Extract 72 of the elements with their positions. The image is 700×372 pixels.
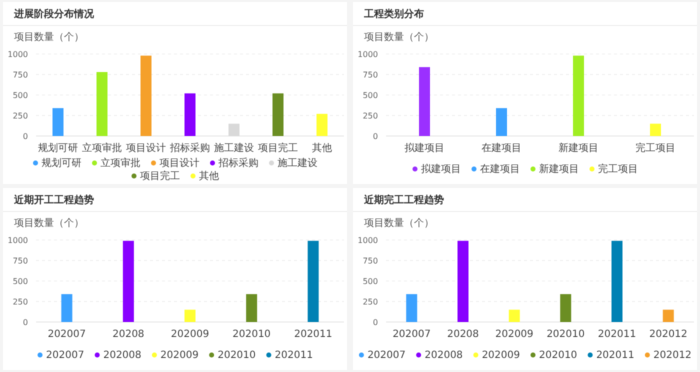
x-tick-label: 20208 <box>447 329 479 340</box>
y-tick-label: 750 <box>362 70 378 80</box>
chart-title: 进展阶段分布情况 <box>13 8 95 20</box>
legend-label: 202012 <box>653 350 692 361</box>
y-tick-label: 250 <box>362 298 378 306</box>
x-tick-label: 其他 <box>312 142 332 154</box>
y-tick-label: 0 <box>372 318 378 327</box>
legend-label: 202008 <box>424 350 463 361</box>
x-tick-label: 施工建设 <box>214 142 254 154</box>
x-tick-label: 202009 <box>170 329 210 340</box>
x-tick-label: 202011 <box>294 329 332 340</box>
y-axis-title: 项目数量（个） <box>14 217 84 229</box>
legend-label: 项目设计 <box>160 157 200 169</box>
legend-label: 在建项目 <box>480 163 520 175</box>
x-tick-label: 拟建项目 <box>404 142 444 154</box>
y-tick-label: 750 <box>362 256 378 266</box>
legend-label: 202010 <box>539 350 578 361</box>
y-axis-title: 项目数量（个） <box>364 217 434 229</box>
legend-label: 拟建项目 <box>421 163 461 175</box>
legend-label: 招标采购 <box>218 157 258 169</box>
legend-label: 立项审批 <box>100 157 140 169</box>
legend-label: 新建项目 <box>539 163 579 175</box>
y-tick-label: 250 <box>12 298 28 306</box>
legend-label: 202010 <box>218 350 256 361</box>
x-tick-label: 202011 <box>598 329 636 340</box>
y-tick-label: 0 <box>22 132 28 141</box>
chart-title: 近期开工工程趋势 <box>13 194 94 206</box>
legend-label: 202011 <box>274 350 313 361</box>
x-tick-label: 202007 <box>48 329 86 340</box>
y-tick-label: 1000 <box>8 236 28 245</box>
y-axis-title: 项目数量（个） <box>14 31 84 43</box>
x-tick-label: 项目设计 <box>126 142 166 154</box>
legend-label: 202009 <box>160 350 199 361</box>
x-tick-label: 规划可研 <box>38 142 78 154</box>
y-tick-label: 500 <box>362 277 378 286</box>
legend-label: 施工建设 <box>278 157 318 169</box>
y-tick-label: 250 <box>12 112 28 120</box>
legend-label: 其他 <box>199 170 219 182</box>
legend-label: 202011 <box>596 350 634 361</box>
y-tick-label: 500 <box>362 91 378 100</box>
legend-label: 项目完工 <box>140 170 180 182</box>
x-tick-label: 招标采购 <box>169 142 210 154</box>
y-tick-label: 1000 <box>358 236 378 245</box>
x-tick-label: 立项审批 <box>82 142 122 154</box>
y-tick-label: 750 <box>12 256 28 266</box>
legend-label: 完工项目 <box>598 163 638 175</box>
chart-title: 近期完工工程趋势 <box>363 194 444 206</box>
legend-label: 202008 <box>103 350 142 361</box>
x-tick-label: 20208 <box>112 329 144 340</box>
x-tick-label: 完工项目 <box>636 142 676 154</box>
x-tick-label: 新建项目 <box>558 142 598 154</box>
x-tick-label: 202007 <box>392 329 431 340</box>
y-tick-label: 750 <box>12 70 28 80</box>
x-tick-label: 项目完工 <box>258 142 298 154</box>
y-tick-label: 0 <box>22 318 28 327</box>
x-tick-label: 202010 <box>546 329 585 340</box>
y-tick-label: 1000 <box>358 50 378 59</box>
y-tick-label: 500 <box>12 277 28 286</box>
legend-label: 202007 <box>367 350 406 361</box>
x-tick-label: 202012 <box>649 329 688 340</box>
x-tick-label: 在建项目 <box>482 142 522 154</box>
legend-label: 规划可研 <box>42 157 82 169</box>
y-tick-label: 500 <box>12 91 28 100</box>
x-tick-label: 202009 <box>495 329 534 340</box>
y-tick-label: 0 <box>372 132 378 141</box>
x-tick-label: 202010 <box>232 329 271 340</box>
y-tick-label: 250 <box>362 112 378 120</box>
y-tick-label: 1000 <box>8 50 28 59</box>
legend-label: 202009 <box>482 350 520 361</box>
chart-title: 工程类别分布 <box>363 8 424 20</box>
legend-label: 202007 <box>46 350 84 361</box>
y-axis-title: 项目数量（个） <box>364 31 434 43</box>
